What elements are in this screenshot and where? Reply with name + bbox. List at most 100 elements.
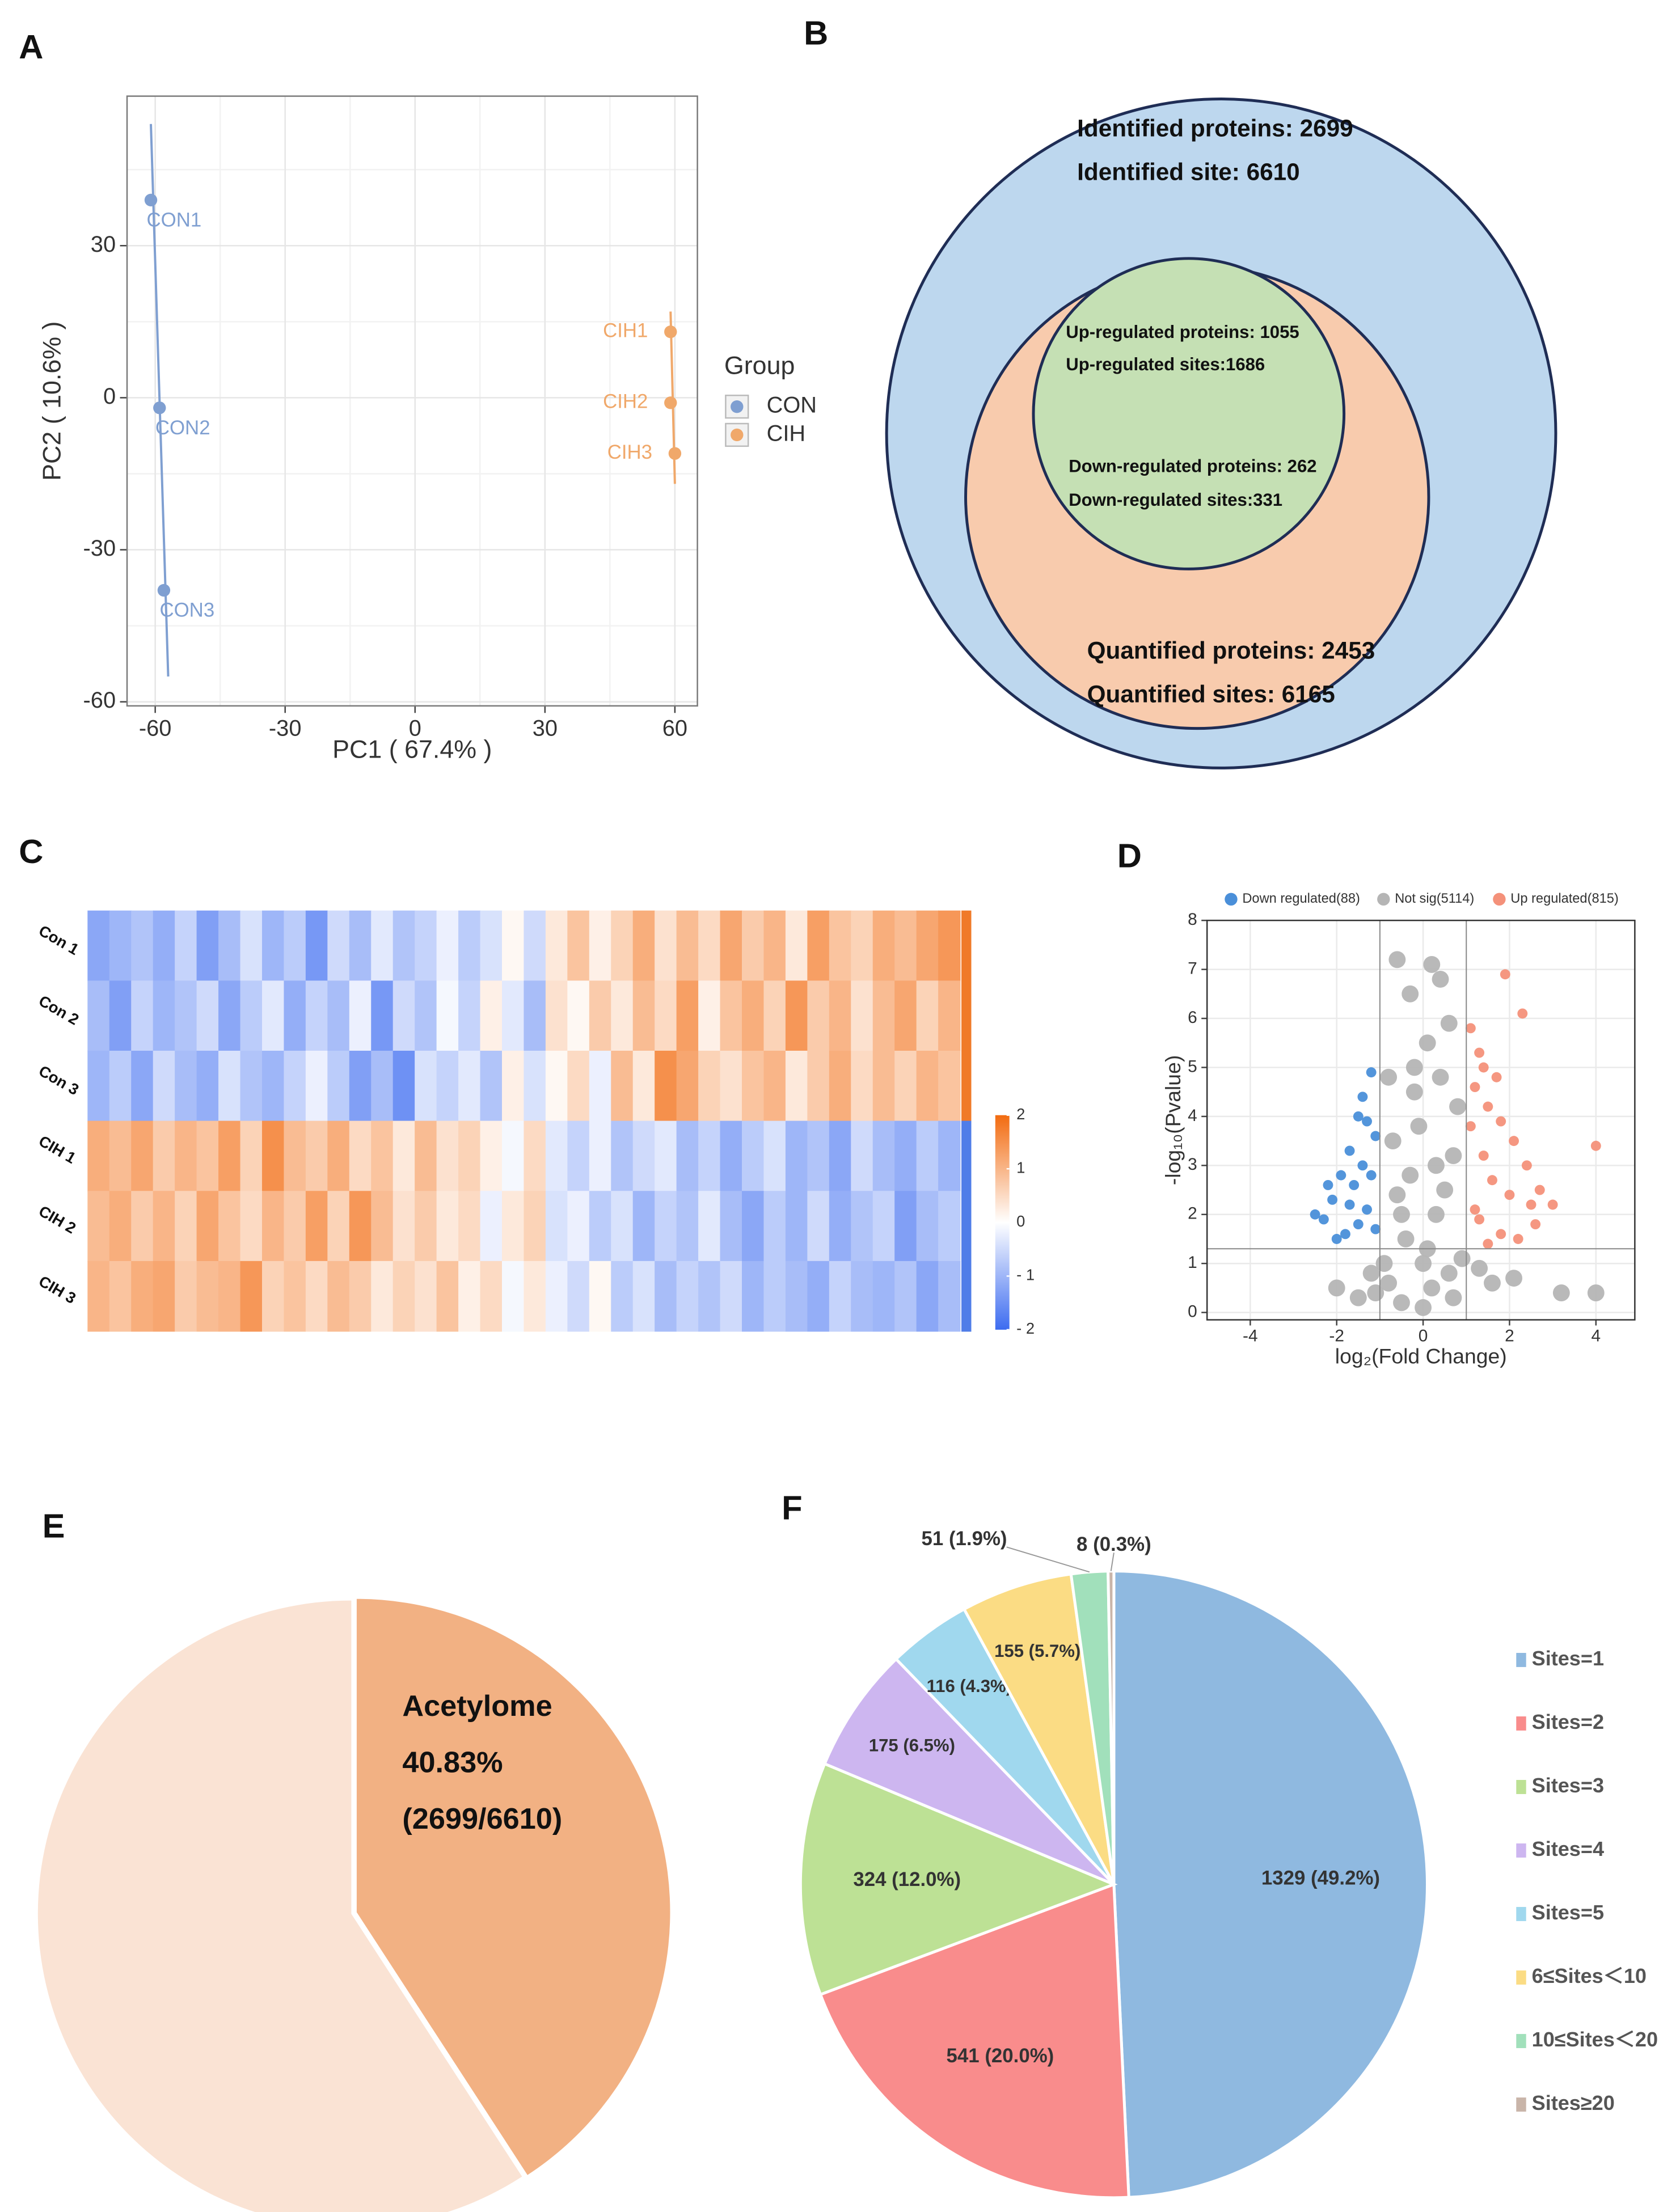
heat-cell [458,980,481,1052]
point [1366,1067,1377,1078]
row-label: CIH 3 [36,1272,79,1307]
x-tick-label: -30 [269,716,302,741]
point [1380,1274,1398,1292]
heat-cell [938,1261,961,1332]
heat-cell [851,1261,873,1332]
heat-cell [589,1261,612,1332]
heat-cell [567,980,590,1052]
point [1393,1206,1410,1223]
heat-cell [480,980,503,1052]
heat-cell [415,1261,437,1332]
legend-label: Sites=4 [1532,1837,1604,1860]
heat-cell [567,1120,590,1192]
heat-cell [458,1191,481,1262]
heat-cell [676,1120,699,1192]
heat-cell [392,1261,416,1332]
heat-cell [480,910,503,982]
heat-cell [676,980,699,1052]
heat-cell [501,980,525,1052]
heat-cell [632,980,656,1052]
y-tick-label: -60 [83,688,116,713]
point [1419,1034,1436,1052]
heat-cell [872,910,896,982]
point-label: CON1 [147,209,202,231]
point [1487,1175,1497,1186]
heat-cell [807,1051,830,1122]
heat-cell [524,1261,546,1332]
heat-cell [261,910,285,982]
point [1436,1181,1454,1199]
heat-cell [458,1120,481,1192]
heat-cell [611,910,634,982]
heat-cell [218,1051,241,1122]
point-label: CON3 [159,599,214,621]
heat-cell [87,980,110,1052]
heat-cell [720,1120,743,1192]
heat-cell [655,1120,677,1192]
point [1388,951,1406,968]
heat-cell [807,1261,830,1332]
heat-cell [742,980,765,1052]
point [1370,1131,1381,1141]
heat-cell [698,910,721,982]
point [1344,1199,1355,1210]
point [144,193,158,207]
heat-cell [938,1191,961,1262]
heat-cell [415,910,437,982]
pie-slice [818,1882,1130,2200]
legend-key [1516,1653,1526,1667]
point [1590,1140,1601,1151]
heat-cell [480,1261,503,1332]
heat-cell [175,1191,197,1262]
heat-cell [175,1120,197,1192]
point-label: CON2 [155,417,210,439]
heat-cell [894,910,917,982]
heat-cell [916,980,939,1052]
heat-cell [175,1261,197,1332]
heat-cell [763,980,786,1052]
heat-cell [567,1051,590,1122]
heat-cell [676,1261,699,1332]
colorbar-label: 1 [1016,1158,1025,1176]
heat-cell [916,1261,939,1332]
heat-cell [240,910,263,982]
heat-cell [196,910,220,982]
heat-cell [392,1120,416,1192]
heat-cell [240,1261,263,1332]
y-tick-label: 7 [1188,959,1197,978]
heat-cell [458,1051,481,1122]
point [1491,1072,1502,1082]
heat-cell [763,1120,786,1192]
heat-cell [894,1261,917,1332]
heat-cell [545,910,568,982]
point [1465,1023,1476,1034]
point [1318,1214,1329,1225]
heat-cell [284,980,306,1052]
heat-cell [589,1051,612,1122]
point [1397,1230,1415,1247]
heat-cell [218,910,241,982]
pie-slice [37,1600,522,2212]
legend-label: CIH [767,421,806,446]
point [1423,956,1441,973]
heat-cell [589,1191,612,1262]
heat-cell [218,1191,241,1262]
point-label: CIH2 [603,391,648,413]
heat-cell [611,1191,634,1262]
heat-cell [785,980,808,1052]
heat-cell [327,1051,350,1122]
x-tick-label: 2 [1505,1326,1514,1345]
heat-cell [371,1051,394,1122]
point [1445,1289,1462,1306]
legend-dot [731,428,744,442]
heat-cell [131,1051,154,1122]
point [1530,1219,1541,1230]
heat-cell [153,1261,176,1332]
point [1405,1083,1423,1101]
heat-cell [436,910,459,982]
heat-cell [501,1120,525,1192]
row-annotation [961,1261,972,1332]
heat-cell [938,980,961,1052]
legend-label: Sites=3 [1532,1774,1604,1797]
heat-cell [698,1191,721,1262]
